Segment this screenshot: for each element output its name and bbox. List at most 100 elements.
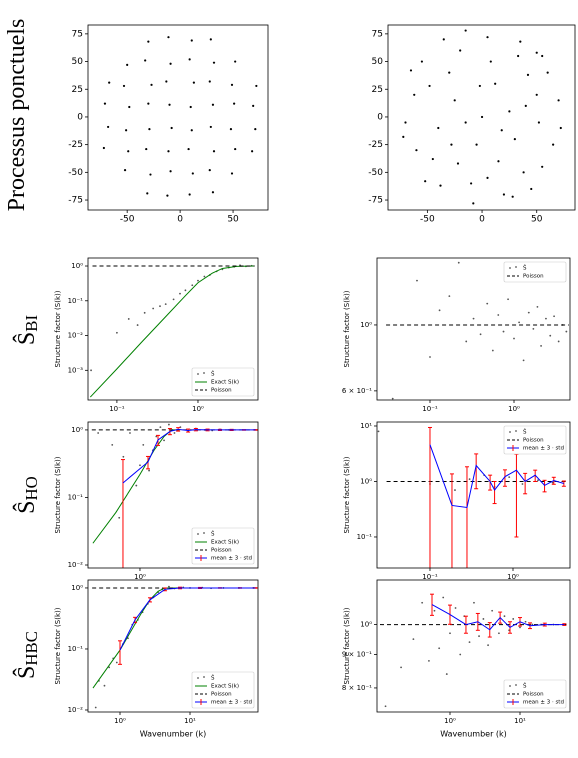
legend-label: mean ± 3 · std [211, 556, 252, 562]
y-axis-label: Structure factor (S(k)) [54, 290, 62, 367]
legend-label: Exact S(k) [211, 540, 239, 546]
y-tick-label: 10⁻¹ [68, 645, 84, 653]
row-label: ŜHO [13, 476, 41, 514]
legend-swatch [509, 685, 511, 687]
point [479, 333, 482, 336]
point [208, 80, 211, 83]
point [473, 601, 475, 604]
mean-line [122, 428, 256, 484]
y-axis-label: Structure factor (S(k)) [343, 456, 351, 533]
point [478, 635, 480, 638]
point [384, 705, 387, 708]
point [549, 334, 552, 337]
point [127, 150, 130, 153]
legend-swatch [515, 684, 517, 686]
x-axis-label: Wavenumber (k) [140, 730, 207, 739]
plot-area [402, 29, 562, 205]
point [150, 83, 153, 86]
row-label-subscript: HBC [22, 631, 41, 666]
y-tick-label: 10⁰ [360, 477, 372, 485]
point [486, 176, 489, 179]
row-label: ŜBI [13, 315, 41, 345]
legend-swatch [509, 431, 511, 433]
point [402, 135, 405, 138]
y-tick-label: 10⁻² [68, 332, 84, 340]
plot-area [386, 261, 569, 400]
point [155, 435, 158, 438]
point [400, 666, 402, 669]
plot-area [380, 593, 568, 708]
line [92, 429, 179, 544]
row-label-symbol: Ŝ [13, 500, 40, 513]
point [108, 666, 111, 669]
point [537, 121, 541, 124]
point [502, 330, 505, 333]
legend: Ŝ Exact S(k) Poisson [191, 367, 255, 397]
legend-label: Poisson [211, 548, 232, 554]
legend-swatch [203, 372, 205, 374]
point [192, 81, 195, 84]
point [449, 632, 451, 635]
point [188, 193, 191, 196]
legend-label: Ŝ [523, 429, 527, 436]
point [453, 99, 456, 102]
x-tick-label: 10⁻¹ [422, 573, 438, 581]
mean-line [431, 604, 565, 631]
y-tick-label: 10⁻¹ [357, 533, 373, 541]
point [470, 182, 473, 185]
y-tick-label: 25 [372, 85, 383, 95]
y-tick-label: 10⁻¹ [68, 297, 84, 305]
point [159, 305, 161, 308]
legend-label: mean ± 3 · std [523, 446, 564, 452]
x-tick-label: 0 [177, 215, 183, 225]
point [126, 63, 129, 66]
panel: 10⁻¹ 10⁰ 10⁻³ 10⁻² 10⁻¹ 10⁰ Structure factor (… [54, 257, 259, 413]
panel: 10⁻¹ 10⁰ 10⁻¹ 10⁰ 10¹ Structure factor (S(k))… [343, 421, 571, 581]
legend-frame [191, 671, 255, 709]
point [115, 661, 118, 664]
y-tick-label: 10⁰ [71, 584, 83, 592]
mean-line [429, 444, 565, 509]
axes-frame [387, 24, 576, 211]
point [147, 102, 150, 105]
point [468, 478, 471, 481]
y-tick-label: 10⁰ [360, 321, 372, 329]
point [512, 618, 515, 620]
point [553, 315, 555, 318]
y-axis-label: Structure factor (S(k)) [54, 456, 62, 533]
point [424, 180, 427, 183]
point [480, 115, 484, 119]
point [255, 84, 258, 88]
x-tick-label: 10⁰ [134, 573, 146, 581]
point [252, 104, 255, 107]
row-label-symbol: Ŝ [13, 666, 40, 679]
point [404, 121, 407, 124]
point [524, 620, 527, 623]
legend: Ŝ Poisson mean ± 3 · std [503, 679, 567, 709]
row-label-symbol: Ŝ [13, 332, 40, 345]
x-tick-label: -50 [420, 215, 435, 225]
y-tick-label: 8 × 10⁻¹ [342, 684, 372, 692]
y-tick-label: 0 [377, 112, 383, 122]
legend-frame [191, 367, 255, 397]
point [459, 653, 462, 656]
point [211, 103, 215, 106]
panel: 10⁰ 10¹ 8 × 10⁻¹ 9 × 10⁻¹ 10⁰ Structure facto… [342, 579, 571, 739]
legend-label: Exact S(k) [211, 380, 239, 386]
legend-label: Poisson [211, 692, 232, 698]
point [90, 369, 92, 372]
point [108, 81, 111, 84]
row-label-text: Processus ponctuels [4, 19, 30, 212]
point [212, 61, 216, 64]
legend: Ŝ Poisson mean ± 3 · std [503, 425, 567, 455]
legend-label: Poisson [211, 388, 232, 394]
point [517, 54, 520, 58]
point [437, 126, 440, 130]
point [233, 102, 236, 105]
point [522, 359, 525, 362]
point [464, 29, 467, 32]
line [92, 587, 184, 689]
point [486, 36, 489, 39]
point [168, 103, 171, 106]
